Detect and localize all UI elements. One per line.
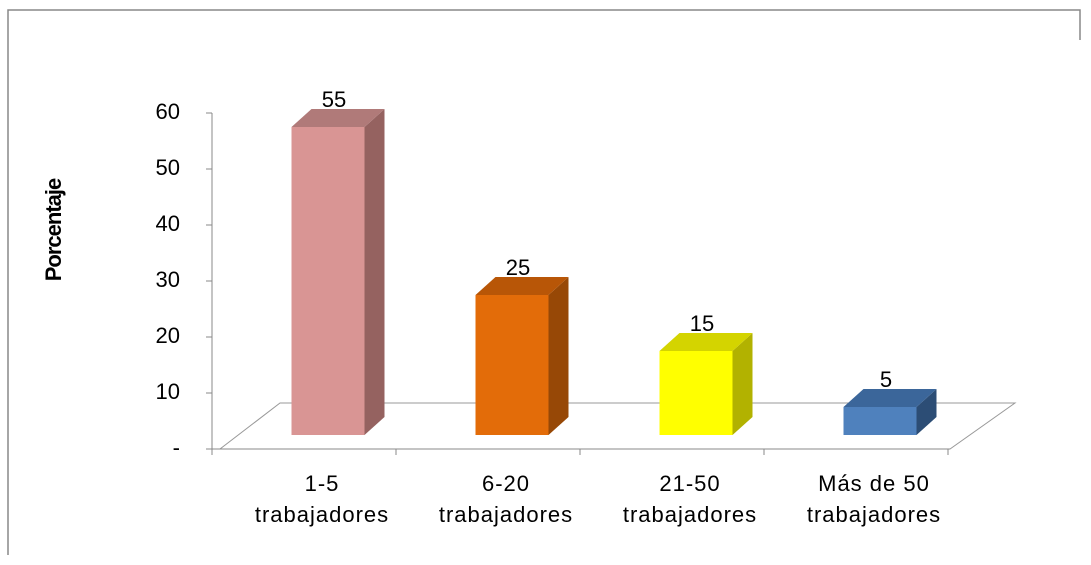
data-label: 5 xyxy=(880,367,892,392)
y-tick-label: - xyxy=(173,435,180,460)
y-tick-label: 50 xyxy=(156,155,180,180)
bar xyxy=(475,277,569,435)
bar-top xyxy=(475,277,569,295)
chart-border xyxy=(7,9,1081,555)
data-label: 55 xyxy=(322,87,346,112)
x-tick-label-line: Más de 50 xyxy=(818,471,930,496)
bar-top xyxy=(291,109,385,127)
bar-front xyxy=(659,351,733,435)
x-tick-label-line: trabajadores xyxy=(623,502,757,527)
x-tick-label: 1-5 trabajadores xyxy=(255,471,389,527)
x-tick-label-line: trabajadores xyxy=(439,502,573,527)
bar-side xyxy=(364,109,385,435)
y-tick-label: 60 xyxy=(156,99,180,124)
data-label: 25 xyxy=(506,255,530,280)
bar-front xyxy=(291,127,365,435)
x-tick-label-line: 6-20 xyxy=(482,471,530,496)
bar-side xyxy=(732,333,753,435)
bar-top xyxy=(843,389,937,407)
x-tick-label: 21-50 trabajadores xyxy=(623,471,757,527)
bar-top xyxy=(659,333,753,351)
y-tick-label: 40 xyxy=(156,211,180,236)
x-tick-label: 6-20 trabajadores xyxy=(439,471,573,527)
bar xyxy=(843,389,937,435)
bar xyxy=(291,109,385,435)
bar-front xyxy=(475,295,549,435)
bar-side xyxy=(548,277,569,435)
y-axis-label: Porcentaje xyxy=(41,178,66,281)
bar-front xyxy=(843,407,917,435)
x-tick-label-line: trabajadores xyxy=(807,502,941,527)
y-tick-label: 10 xyxy=(156,379,180,404)
data-label: 15 xyxy=(690,311,714,336)
bar xyxy=(659,333,753,435)
x-tick-label-line: 1-5 xyxy=(305,471,340,496)
bar-side xyxy=(916,389,937,435)
x-tick-label: Más de 50 trabajadores xyxy=(807,471,941,527)
y-tick-label: 30 xyxy=(156,267,180,292)
x-tick-label-line: 21-50 xyxy=(659,471,720,496)
y-tick-label: 20 xyxy=(156,323,180,348)
x-tick-label-line: trabajadores xyxy=(255,502,389,527)
